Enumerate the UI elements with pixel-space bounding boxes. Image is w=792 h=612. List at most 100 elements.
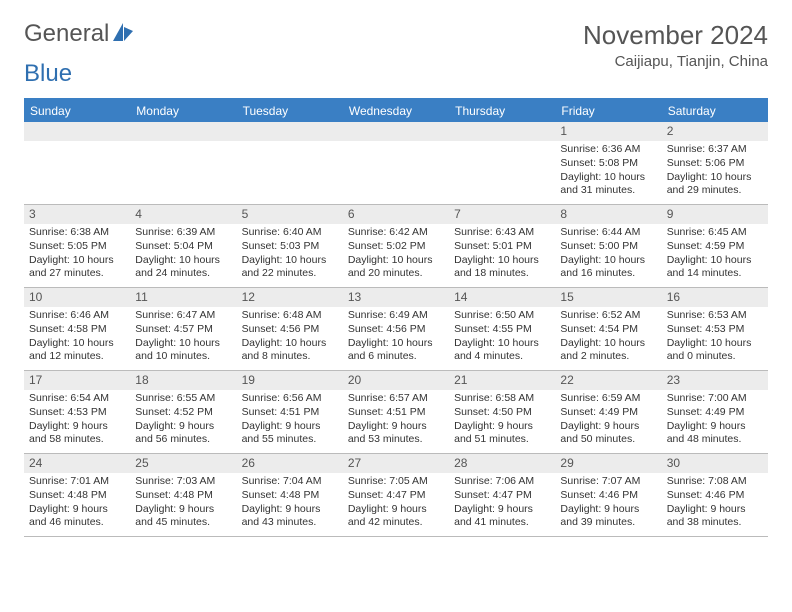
daylight: Daylight: 9 hours and 43 minutes.: [242, 503, 338, 529]
week-row: 10 Sunrise: 6:46 AMSunset: 4:58 PMDayligh…: [24, 288, 768, 371]
sunset: Sunset: 4:47 PM: [454, 489, 550, 502]
dow-mon: Monday: [130, 100, 236, 122]
daylight: Daylight: 9 hours and 50 minutes.: [560, 420, 656, 446]
sunrise: Sunrise: 7:00 AM: [667, 392, 763, 405]
day-number: 7: [449, 205, 555, 224]
day-body: Sunrise: 6:43 AMSunset: 5:01 PMDaylight:…: [449, 226, 555, 286]
day-cell: 17Sunrise: 6:54 AMSunset: 4:53 PMDayligh…: [24, 371, 130, 453]
day-number: 27: [343, 454, 449, 473]
dow-thu: Thursday: [449, 100, 555, 122]
sunset: Sunset: 4:57 PM: [135, 323, 231, 336]
day-number: 3: [24, 205, 130, 224]
location: Caijiapu, Tianjin, China: [583, 53, 768, 70]
daylight: Daylight: 9 hours and 42 minutes.: [348, 503, 444, 529]
dow-row: Sunday Monday Tuesday Wednesday Thursday…: [24, 100, 768, 122]
daylight: Daylight: 10 hours and 4 minutes.: [454, 337, 550, 363]
logo: General: [24, 20, 137, 48]
daylight: Daylight: 9 hours and 38 minutes.: [667, 503, 763, 529]
day-cell: 16Sunrise: 6:53 AMSunset: 4:53 PMDayligh…: [662, 288, 768, 370]
week-row: 24 Sunrise: 7:01 AMSunset: 4:48 PMDayligh…: [24, 454, 768, 537]
dow-fri: Friday: [555, 100, 661, 122]
sunset: Sunset: 4:51 PM: [348, 406, 444, 419]
sunset: Sunset: 4:47 PM: [348, 489, 444, 502]
sunrise: Sunrise: 6:45 AM: [667, 226, 763, 239]
day-body: Sunrise: 7:03 AMSunset: 4:48 PMDaylight:…: [130, 475, 236, 535]
dow-sun: Sunday: [24, 100, 130, 122]
week-row: 1Sunrise: 6:36 AMSunset: 5:08 PMDaylight…: [24, 122, 768, 205]
day-cell: 29Sunrise: 7:07 AMSunset: 4:46 PMDayligh…: [555, 454, 661, 536]
sunrise: Sunrise: 6:49 AM: [348, 309, 444, 322]
daylight: Daylight: 10 hours and 0 minutes.: [667, 337, 763, 363]
sunrise: Sunrise: 6:43 AM: [454, 226, 550, 239]
daylight: Daylight: 9 hours and 56 minutes.: [135, 420, 231, 446]
day-number: 10: [24, 288, 130, 307]
sunrise: Sunrise: 6:56 AM: [242, 392, 338, 405]
day-cell: 7 Sunrise: 6:43 AMSunset: 5:01 PMDaylight…: [449, 205, 555, 287]
day-number: 29: [555, 454, 661, 473]
dow-sat: Saturday: [662, 100, 768, 122]
day-body: Sunrise: 6:55 AMSunset: 4:52 PMDaylight:…: [130, 392, 236, 452]
day-body: Sunrise: 6:37 AMSunset: 5:06 PMDaylight:…: [662, 143, 768, 203]
day-cell: [24, 122, 130, 204]
daylight: Daylight: 10 hours and 2 minutes.: [560, 337, 656, 363]
day-cell: 23Sunrise: 7:00 AMSunset: 4:49 PMDayligh…: [662, 371, 768, 453]
day-number: 30: [662, 454, 768, 473]
day-body: Sunrise: 7:01 AMSunset: 4:48 PMDaylight:…: [24, 475, 130, 535]
sunset: Sunset: 4:49 PM: [560, 406, 656, 419]
daylight: Daylight: 10 hours and 6 minutes.: [348, 337, 444, 363]
sunrise: Sunrise: 6:48 AM: [242, 309, 338, 322]
day-cell: [449, 122, 555, 204]
day-number: 5: [237, 205, 343, 224]
day-number: [130, 122, 236, 141]
day-number: 18: [130, 371, 236, 390]
day-number: 15: [555, 288, 661, 307]
sunset: Sunset: 4:49 PM: [667, 406, 763, 419]
daylight: Daylight: 9 hours and 39 minutes.: [560, 503, 656, 529]
day-number: 9: [662, 205, 768, 224]
sunset: Sunset: 5:05 PM: [29, 240, 125, 253]
title-block: November 2024 Caijiapu, Tianjin, China: [583, 20, 768, 78]
day-number: [449, 122, 555, 141]
sunrise: Sunrise: 6:50 AM: [454, 309, 550, 322]
day-cell: [237, 122, 343, 204]
sunset: Sunset: 5:06 PM: [667, 157, 763, 170]
day-number: 28: [449, 454, 555, 473]
day-cell: 18 Sunrise: 6:55 AMSunset: 4:52 PMDayligh…: [130, 371, 236, 453]
day-cell: 19Sunrise: 6:56 AMSunset: 4:51 PMDayligh…: [237, 371, 343, 453]
day-body: Sunrise: 6:45 AMSunset: 4:59 PMDaylight:…: [662, 226, 768, 286]
sunset: Sunset: 4:53 PM: [667, 323, 763, 336]
day-number: 20: [343, 371, 449, 390]
daylight: Daylight: 10 hours and 22 minutes.: [242, 254, 338, 280]
day-number: 14: [449, 288, 555, 307]
day-body: Sunrise: 6:44 AMSunset: 5:00 PMDaylight:…: [555, 226, 661, 286]
day-cell: 6Sunrise: 6:42 AMSunset: 5:02 PMDaylight…: [343, 205, 449, 287]
day-cell: 13Sunrise: 6:49 AMSunset: 4:56 PMDayligh…: [343, 288, 449, 370]
day-body: Sunrise: 6:39 AMSunset: 5:04 PMDaylight:…: [130, 226, 236, 286]
day-cell: [130, 122, 236, 204]
sunrise: Sunrise: 6:39 AM: [135, 226, 231, 239]
day-number: 11: [130, 288, 236, 307]
sunset: Sunset: 4:56 PM: [242, 323, 338, 336]
sunrise: Sunrise: 6:40 AM: [242, 226, 338, 239]
sunset: Sunset: 5:01 PM: [454, 240, 550, 253]
sunset: Sunset: 4:48 PM: [135, 489, 231, 502]
day-cell: 21Sunrise: 6:58 AMSunset: 4:50 PMDayligh…: [449, 371, 555, 453]
sunset: Sunset: 5:08 PM: [560, 157, 656, 170]
sunrise: Sunrise: 6:53 AM: [667, 309, 763, 322]
sunrise: Sunrise: 7:06 AM: [454, 475, 550, 488]
day-number: 24: [24, 454, 130, 473]
day-number: 26: [237, 454, 343, 473]
sunrise: Sunrise: 6:57 AM: [348, 392, 444, 405]
day-body: Sunrise: 6:58 AMSunset: 4:50 PMDaylight:…: [449, 392, 555, 452]
sunrise: Sunrise: 6:55 AM: [135, 392, 231, 405]
daylight: Daylight: 10 hours and 14 minutes.: [667, 254, 763, 280]
day-body: Sunrise: 6:46 AMSunset: 4:58 PMDaylight:…: [24, 309, 130, 369]
day-number: 12: [237, 288, 343, 307]
day-body: Sunrise: 6:56 AMSunset: 4:51 PMDaylight:…: [237, 392, 343, 452]
sunset: Sunset: 5:04 PM: [135, 240, 231, 253]
day-number: [24, 122, 130, 141]
day-cell: 9 Sunrise: 6:45 AMSunset: 4:59 PMDaylight…: [662, 205, 768, 287]
sunset: Sunset: 4:51 PM: [242, 406, 338, 419]
day-body: Sunrise: 7:00 AMSunset: 4:49 PMDaylight:…: [662, 392, 768, 452]
daylight: Daylight: 9 hours and 46 minutes.: [29, 503, 125, 529]
